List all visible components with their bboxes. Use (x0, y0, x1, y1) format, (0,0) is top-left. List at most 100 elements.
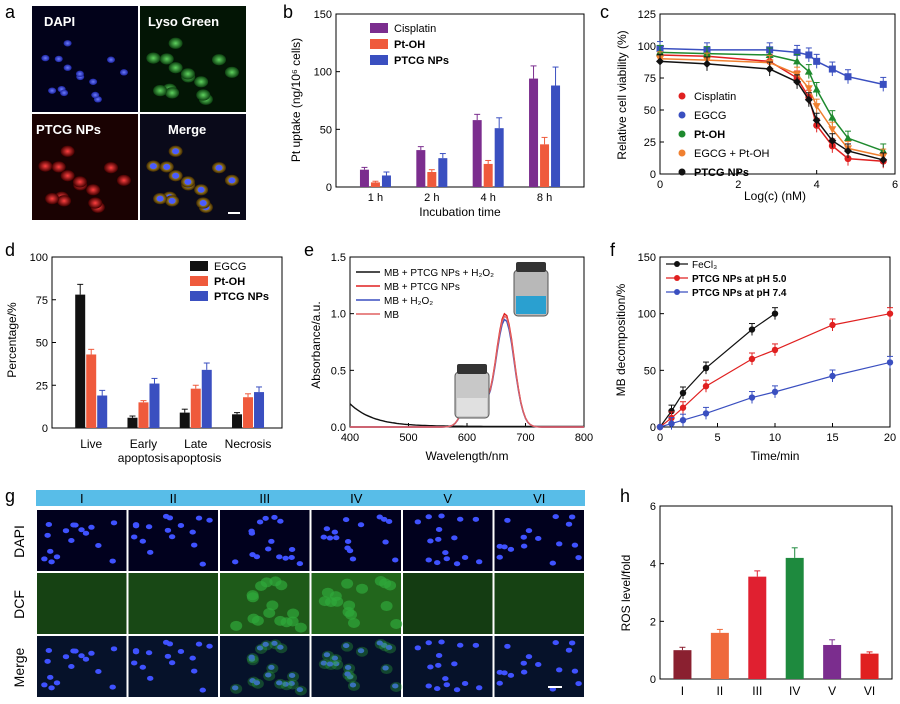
lysosome-blob (159, 53, 174, 65)
legend-marker (674, 261, 680, 267)
point-egcg (813, 57, 821, 65)
point-egcg (844, 73, 852, 81)
nucleus-dot (130, 534, 138, 540)
nucleus-dot (425, 640, 432, 646)
nucleus-dot (110, 646, 118, 652)
nucleus-dot (132, 523, 140, 529)
x-tick-label: 400 (341, 432, 359, 444)
point-pt-oh (793, 57, 802, 65)
nucleus-blob (91, 91, 100, 99)
bar-group-III (748, 576, 767, 679)
ros-signal (341, 641, 354, 652)
ros-signal (294, 685, 307, 696)
group-header-I: I (80, 491, 84, 506)
point-ptcg-nps (656, 57, 664, 66)
bar-ptcg-nps (381, 175, 391, 187)
y-tick-label: 0 (650, 674, 656, 686)
nucleus-dot (349, 556, 357, 562)
x-tick-label: 1 h (368, 192, 383, 204)
nucleus-dot (434, 686, 441, 692)
point-pt-oh (844, 134, 852, 142)
nucleus-dot (344, 671, 351, 677)
nucleus-dot (425, 683, 432, 689)
nucleus-dot (427, 664, 434, 670)
nucleus-dot (47, 548, 54, 554)
nanoparticle-signal-blob (38, 160, 53, 172)
point-pt-oh (765, 50, 774, 58)
point-egcg-pt-oh (812, 103, 821, 111)
y-tick-label: 0.5 (331, 365, 346, 377)
lysosome-blob (153, 85, 168, 97)
data-point (748, 326, 756, 333)
legend-label: PTCG NPs (694, 167, 749, 179)
nucleus-dot (475, 685, 483, 691)
x-tick-label: II (717, 684, 724, 698)
nucleus-dot (41, 682, 48, 688)
point-pt-oh (828, 113, 837, 121)
nucleus-dot (88, 650, 95, 656)
nucleus-blob (184, 178, 192, 185)
nucleus-dot (320, 534, 328, 540)
nucleus-dot (520, 543, 528, 549)
nucleus-dot (575, 555, 582, 561)
lysosome-blob (165, 87, 180, 99)
nucleus-dot (162, 513, 170, 519)
x-tick-label: Live (80, 437, 102, 451)
bar-group-V (823, 644, 842, 679)
nucleus-dot (88, 524, 95, 530)
nucleus-dot (277, 644, 284, 650)
y-tick-label: 6 (650, 501, 656, 513)
y-tick-label: 50 (644, 365, 656, 377)
nucleus-dot (199, 561, 206, 567)
nucleus-dot (68, 664, 75, 670)
nucleus-dot (392, 683, 399, 689)
ros-signal (384, 643, 397, 654)
bar-cisplatin (472, 120, 482, 187)
x-tick-label: apoptosis (170, 451, 221, 465)
panel-letter-h: h (620, 486, 630, 506)
data-point (886, 310, 894, 317)
chart-pt-uptake: 0 50 100 150 1 h 2 h 4 h 8 h Pt uptake (ng/10⁶ c… (289, 9, 585, 219)
ros-signal (342, 670, 355, 681)
nucleus-dot (414, 519, 422, 525)
bar-pt-oh (370, 182, 380, 187)
data-point (829, 321, 836, 329)
legend-label: Pt-OH (694, 129, 725, 141)
y-tick-label: 0 (42, 423, 48, 435)
bar-ptcg-nps (149, 383, 160, 428)
panel-a-micrographs: DAPI Lyso Green PTCG NPs Merge (32, 6, 246, 220)
nucleus-dot (507, 672, 515, 678)
nucleus-dot (453, 687, 461, 693)
nucleus-dot (520, 660, 527, 666)
nucleus-dot (349, 682, 357, 688)
x-tick-label: VI (864, 684, 875, 698)
legend-label: Pt-OH (214, 276, 245, 288)
x-tick-label: 4 h (481, 192, 496, 204)
nucleus-dot (434, 560, 441, 566)
nucleus-blob (163, 163, 171, 170)
nanoparticle-signal-blob (86, 184, 101, 196)
bar-pt-oh (540, 144, 550, 187)
ros-signal (321, 587, 334, 598)
ros-signal (390, 619, 403, 630)
nucleus-blob (63, 40, 72, 47)
bar-pt-oh (86, 354, 97, 428)
bar-cisplatin (359, 169, 369, 187)
point-ptcg-nps (812, 116, 821, 125)
nucleus-dot (456, 642, 464, 648)
ros-signal (341, 578, 354, 589)
ros-signal (251, 678, 264, 689)
nucleus-dot (443, 682, 451, 688)
legend-label: MB + H₂O₂ (384, 296, 433, 307)
nucleus-dot (48, 685, 55, 691)
y-tick-label: 125 (638, 9, 656, 21)
legend-swatch (370, 55, 388, 65)
bar-ptcg-nps (551, 85, 561, 187)
y-tick-label: 4 (650, 559, 656, 571)
legend-label: PTCG NPs at pH 7.4 (692, 288, 787, 299)
nucleus-dot (268, 538, 275, 544)
x-axis-label: Wavelength/nm (426, 449, 509, 463)
vial-inset-blue (513, 262, 549, 317)
